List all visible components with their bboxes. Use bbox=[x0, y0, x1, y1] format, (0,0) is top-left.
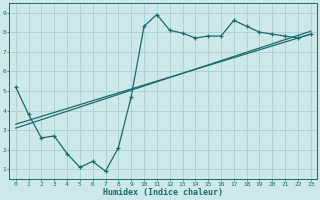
X-axis label: Humidex (Indice chaleur): Humidex (Indice chaleur) bbox=[103, 188, 223, 197]
